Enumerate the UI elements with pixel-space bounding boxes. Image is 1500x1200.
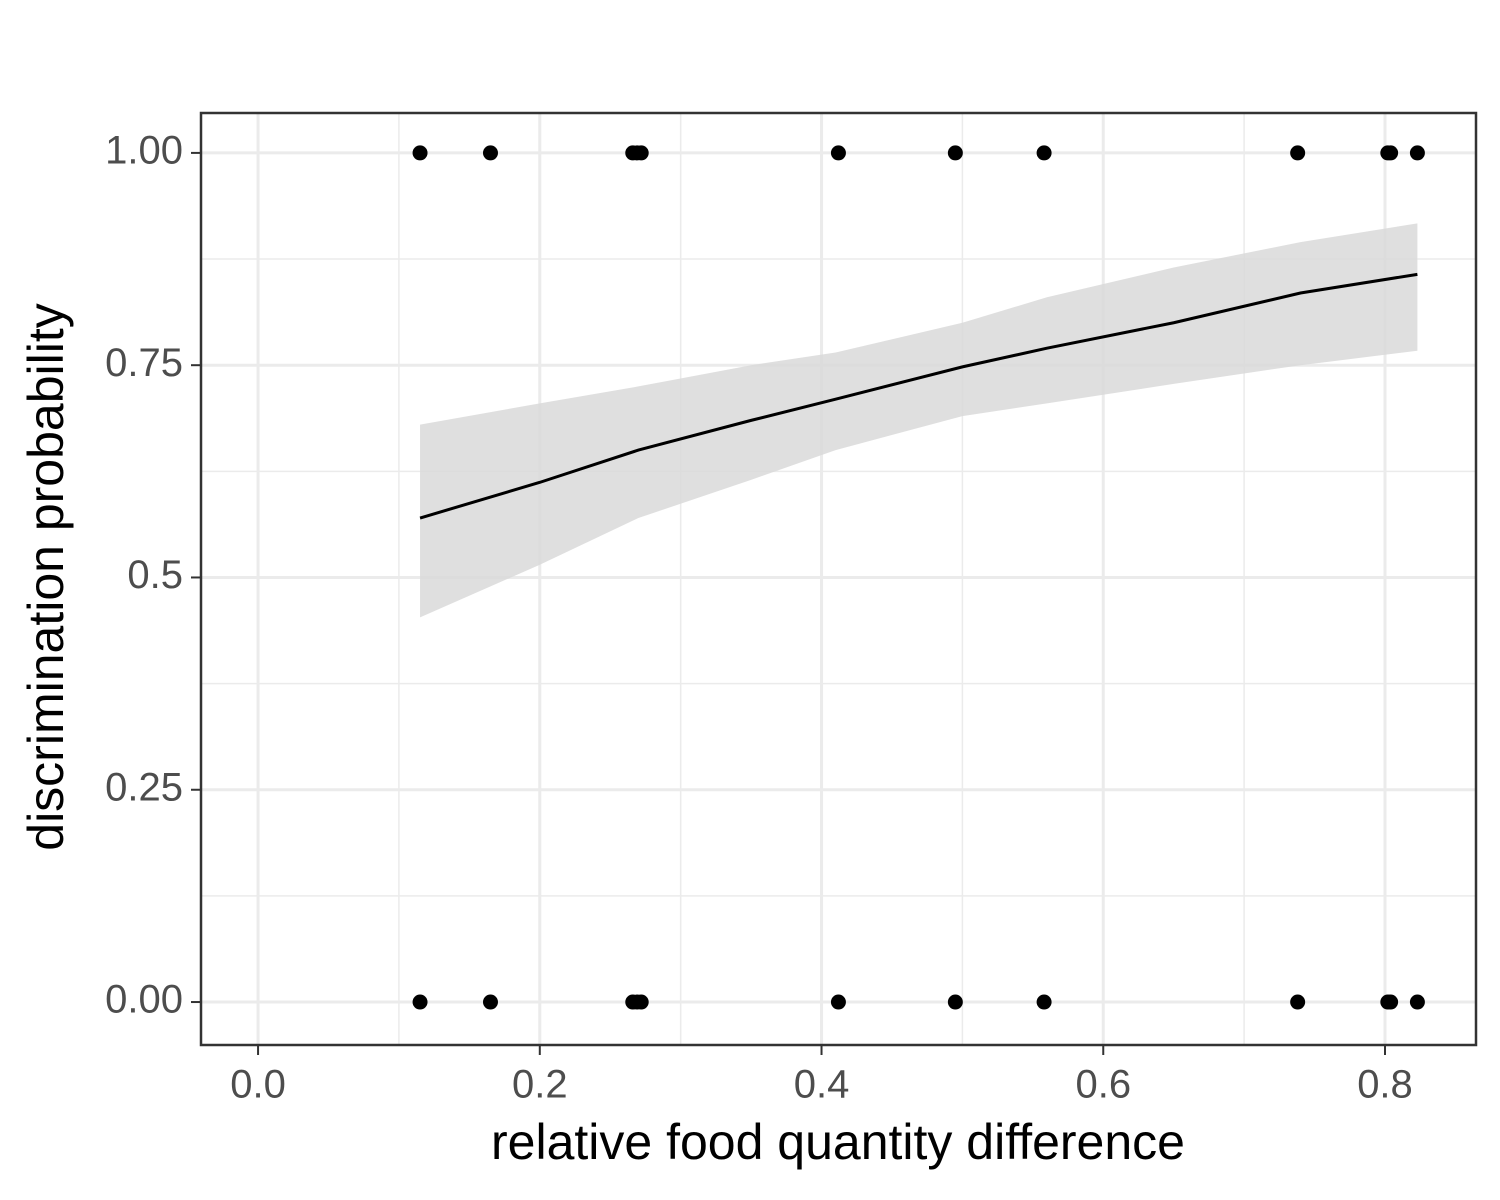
fit-line — [419, 272, 1418, 520]
x-tick-label: 0.8 — [1357, 1063, 1413, 1107]
point — [412, 994, 428, 1010]
x-tick-label: 0.0 — [230, 1063, 286, 1107]
point — [1383, 994, 1399, 1010]
point — [830, 145, 846, 161]
y-tick-label: 0.00 — [105, 978, 183, 1022]
y-tick-label: 0.75 — [105, 341, 183, 385]
point — [1383, 145, 1399, 161]
point — [1290, 145, 1306, 161]
x-tick-label: 0.2 — [512, 1063, 568, 1107]
point — [1036, 994, 1052, 1010]
y-tick-label: 0.5 — [127, 553, 183, 597]
point — [947, 145, 963, 161]
y-axis-title: discrimination probability — [18, 303, 74, 850]
point — [830, 994, 846, 1010]
confidence-band — [420, 223, 1418, 618]
x-axis-title: relative food quantity difference — [491, 1114, 1185, 1170]
panel-border — [199, 111, 1478, 1047]
y-tick-label: 1.00 — [105, 128, 183, 172]
point — [1036, 145, 1052, 161]
x-tick-label: 0.4 — [794, 1063, 850, 1107]
point — [482, 145, 498, 161]
point — [482, 994, 498, 1010]
point — [1409, 994, 1425, 1010]
x-tick-label: 0.6 — [1075, 1063, 1131, 1107]
point — [633, 145, 649, 161]
point — [1409, 145, 1425, 161]
point — [633, 994, 649, 1010]
point — [1290, 994, 1306, 1010]
point — [947, 994, 963, 1010]
y-tick-label: 0.25 — [105, 765, 183, 809]
point — [412, 145, 428, 161]
